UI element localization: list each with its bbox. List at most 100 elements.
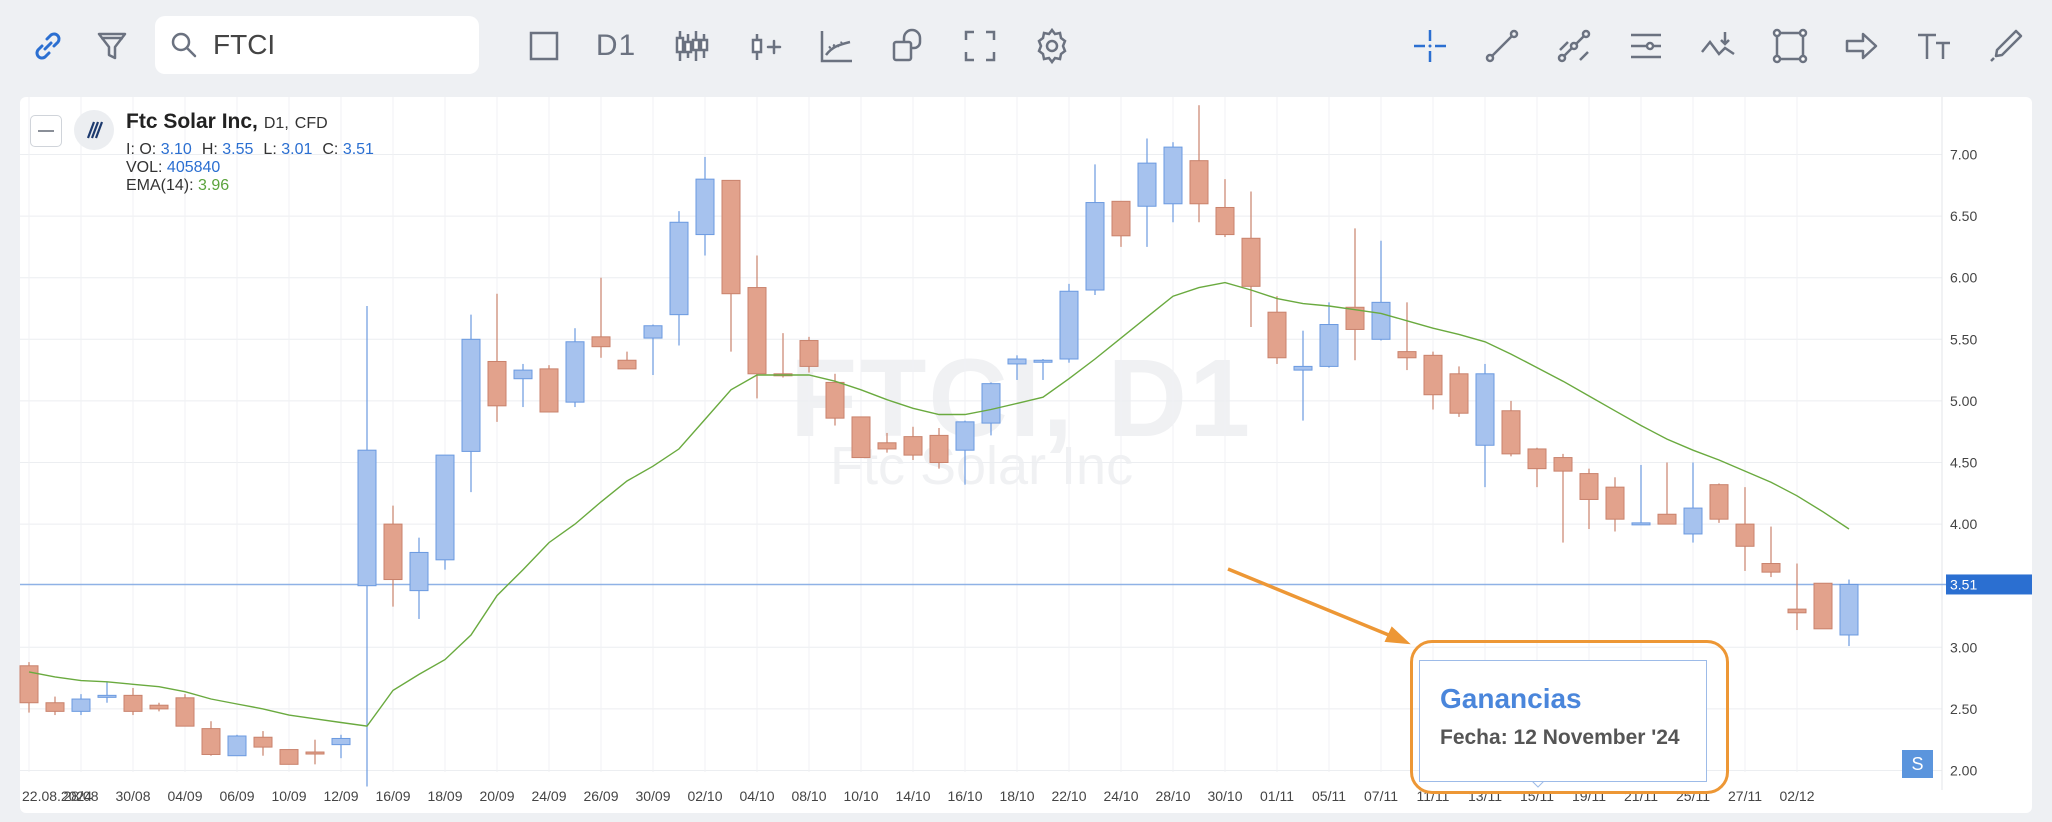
candle-up — [1631, 522, 1651, 526]
current-price-label: 3.51 — [1950, 576, 1977, 592]
candle-up — [695, 178, 715, 236]
candle-down — [279, 749, 299, 765]
y-tick-label: 5.50 — [1950, 331, 1977, 347]
square-icon[interactable] — [516, 18, 572, 74]
candle-down — [1527, 448, 1547, 470]
candle-down — [1501, 410, 1521, 455]
candle-down — [1579, 473, 1599, 500]
annotation-arrow — [1227, 567, 1397, 640]
compare-icon[interactable] — [881, 18, 937, 74]
candle-up — [1319, 324, 1339, 367]
toolbar: D1 — [0, 0, 2052, 92]
candle-up — [565, 341, 585, 403]
indicators-icon[interactable] — [809, 18, 865, 74]
candle-up — [1839, 583, 1859, 636]
x-tick-label: 14/10 — [895, 788, 930, 804]
filter-icon[interactable] — [84, 18, 140, 74]
ema-row: EMA(14): 3.96 — [126, 177, 229, 195]
fullscreen-icon[interactable] — [952, 18, 1008, 74]
x-tick-label: 07/11 — [1364, 788, 1398, 804]
low-value: 3.01 — [281, 141, 313, 158]
candle-up — [1059, 290, 1079, 360]
annotation-arrow-head — [1384, 626, 1411, 645]
candle-down — [903, 436, 923, 456]
candle-down — [1761, 563, 1781, 573]
high-label: H: — [201, 141, 218, 158]
add-indicator-icon[interactable] — [737, 18, 793, 74]
x-tick-label: 10/09 — [271, 788, 306, 804]
candle-down — [1553, 457, 1573, 472]
candle-down — [1657, 513, 1677, 525]
ohlc-row: I: O: 3.10 H: 3.55 L: 3.01 C: 3.51 — [126, 141, 384, 159]
crosshair-icon[interactable] — [1402, 18, 1458, 74]
candle-down — [825, 381, 845, 419]
collapse-legend-button[interactable] — [30, 115, 62, 147]
settings-icon[interactable] — [1024, 18, 1080, 74]
x-tick-label: 20/09 — [479, 788, 514, 804]
volume-value: 405840 — [166, 159, 221, 176]
candle-down — [201, 728, 221, 755]
candle-up — [1163, 146, 1183, 205]
candle-up — [643, 325, 663, 339]
candle-down — [1267, 311, 1287, 359]
x-tick-label: 08/10 — [791, 788, 826, 804]
x-tick-label: 02/12 — [1779, 788, 1814, 804]
multi-line-icon[interactable] — [1546, 18, 1602, 74]
x-tick-label: 22.08.2024 — [22, 788, 92, 804]
volume-row: VOL: 405840 — [126, 159, 220, 177]
candle-up — [409, 551, 429, 592]
candle-down — [799, 340, 819, 367]
y-tick-label: 6.00 — [1950, 270, 1977, 286]
ema-value: 3.96 — [198, 177, 230, 194]
candle-up — [669, 221, 689, 316]
wave-icon[interactable] — [1690, 18, 1746, 74]
candle-up — [513, 369, 533, 380]
candle-up — [1033, 359, 1053, 363]
tooltip-title: Ganancias — [1440, 683, 1582, 714]
timeframe-button[interactable]: D1 — [588, 18, 644, 74]
candle-down — [1423, 354, 1443, 396]
x-tick-label: 30/08 — [115, 788, 150, 804]
arrow-icon[interactable] — [1834, 18, 1890, 74]
candle-down — [1397, 351, 1417, 359]
trendline-icon[interactable] — [1474, 18, 1530, 74]
x-tick-label: 18/09 — [427, 788, 462, 804]
candle-down — [383, 523, 403, 581]
candle-up — [955, 421, 975, 451]
candle-down — [591, 336, 611, 348]
symbol-timeframe: D1, — [263, 115, 289, 132]
candle-down — [487, 360, 507, 407]
volume-label: VOL: — [126, 159, 163, 176]
earnings-badge[interactable]: S — [1902, 750, 1933, 778]
brush-icon[interactable] — [1978, 18, 2034, 74]
current-price-tag — [1946, 574, 2032, 595]
x-tick-label: 12/09 — [323, 788, 358, 804]
ema-line — [28, 281, 1850, 727]
open-value: 3.10 — [160, 141, 192, 158]
candle-up — [1137, 162, 1157, 207]
candle-down — [929, 434, 949, 463]
x-tick-label: 28/10 — [1155, 788, 1190, 804]
x-tick-label: 04/10 — [739, 788, 774, 804]
candle-down — [305, 751, 325, 755]
candle-down — [539, 368, 559, 413]
symbol-title: Ftc Solar Inc, D1, CFD — [126, 110, 328, 134]
candle-up — [1371, 301, 1391, 340]
y-tick-label: 6.50 — [1950, 208, 1977, 224]
link-icon[interactable] — [20, 18, 76, 74]
y-tick-label: 2.00 — [1950, 763, 1977, 779]
x-tick-label: 30/09 — [635, 788, 670, 804]
text-icon[interactable] — [1906, 18, 1962, 74]
search-input[interactable] — [211, 28, 465, 62]
candle-up — [1293, 365, 1313, 371]
symbol-search[interactable] — [155, 16, 479, 74]
lines-icon[interactable] — [1618, 18, 1674, 74]
candle-down — [1735, 523, 1755, 547]
rectangle-icon[interactable] — [1762, 18, 1818, 74]
candle-up — [331, 737, 351, 746]
close-label: C: — [322, 141, 339, 158]
annotation-highlight-box — [1410, 640, 1729, 794]
candle-up — [1683, 507, 1703, 535]
candles-icon[interactable] — [664, 18, 720, 74]
candle-up — [981, 383, 1001, 424]
